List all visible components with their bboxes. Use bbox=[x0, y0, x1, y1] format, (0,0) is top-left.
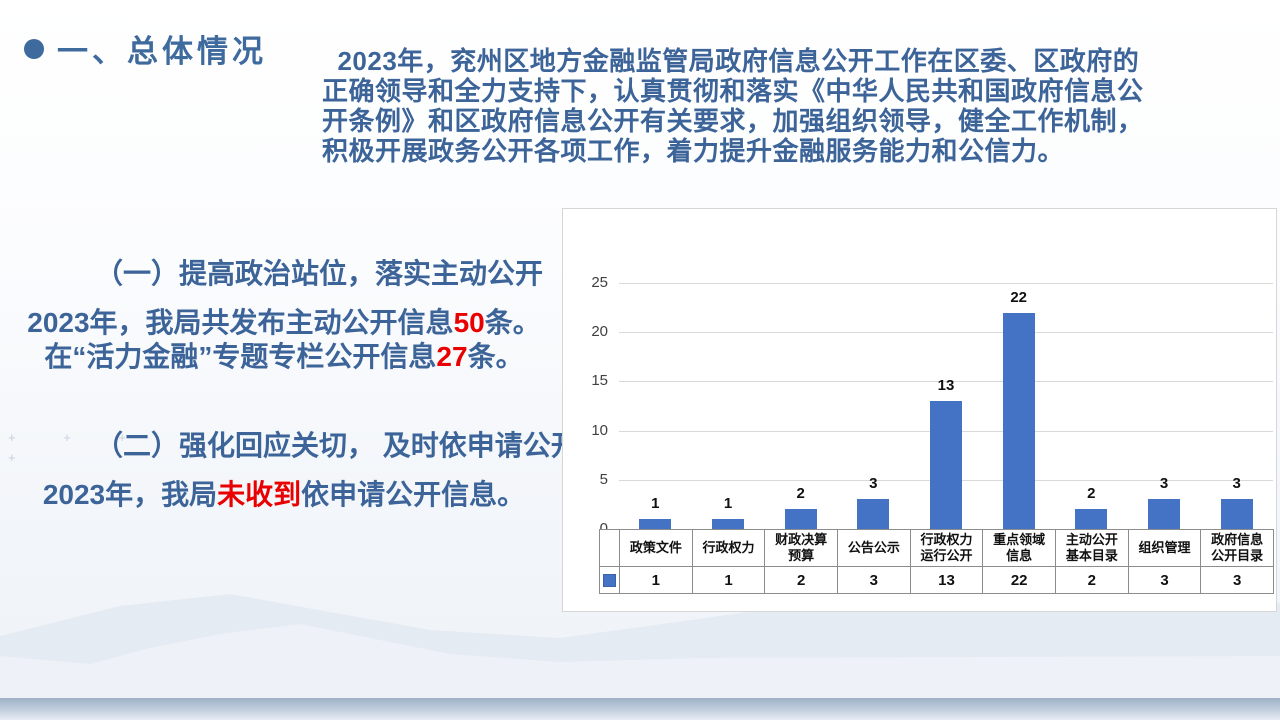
section2-line-suffix: 依申请公开信息。 bbox=[301, 479, 526, 510]
section2-line-highlight: 未收到 bbox=[217, 479, 302, 510]
y-axis-tick-label: 15 bbox=[591, 372, 608, 390]
table-category-cell: 行政权力 运行公开 bbox=[910, 530, 984, 567]
section2-body: 2023年，我局未收到依申请公开信息。 bbox=[0, 478, 568, 512]
table-category-cell: 重点领域 信息 bbox=[983, 530, 1056, 567]
page-title: 一、总体情况 bbox=[57, 34, 267, 69]
chart-bar bbox=[639, 519, 672, 529]
table-value-cell: 2 bbox=[1055, 567, 1129, 594]
chart-bar bbox=[930, 401, 962, 529]
chart-bar bbox=[857, 499, 890, 529]
sparkle-decoration: + + + + bbox=[8, 430, 148, 465]
bar-value-label: 3 bbox=[1232, 475, 1241, 493]
chart-bar bbox=[784, 509, 817, 529]
bar-value-label: 1 bbox=[651, 495, 660, 513]
chart-bar bbox=[1002, 312, 1035, 529]
section2-heading: （二）强化回应关切， 及时依申请公开 bbox=[95, 430, 579, 461]
section1-line1-text: 2023年，我局共发布主动公开信息 bbox=[27, 307, 454, 338]
bullet-icon bbox=[24, 38, 44, 59]
bar-chart-panel: 051015202511231322233政策文件行政权力财政决算 预算公告公示… bbox=[562, 208, 1277, 612]
chart-bar bbox=[1220, 499, 1253, 529]
chart-gridline bbox=[619, 283, 1273, 284]
chart-bar bbox=[1148, 499, 1180, 529]
chart-gridline bbox=[619, 332, 1273, 334]
table-category-cell: 政策文件 bbox=[620, 530, 693, 567]
table-value-cell: 1 bbox=[692, 567, 766, 594]
table-value-cell: 3 bbox=[837, 567, 911, 594]
section1-line2-highlight: 27 bbox=[436, 341, 468, 372]
section2-line-text: 2023年，我局 bbox=[42, 479, 218, 510]
bar-value-label: 3 bbox=[869, 475, 878, 493]
bar-value-label: 1 bbox=[723, 495, 733, 513]
chart-bar bbox=[1075, 509, 1108, 529]
table-value-cell: 3 bbox=[1128, 567, 1202, 594]
table-value-cell: 13 bbox=[910, 567, 984, 594]
bottom-accent-band bbox=[0, 698, 1280, 720]
legend-header-cell bbox=[600, 530, 620, 567]
bar-value-label: 2 bbox=[796, 485, 805, 503]
section1-line2-text: 在“活力金融”专题专栏公开信息 bbox=[44, 341, 437, 372]
chart-data-table: 政策文件 行政权力 财政决算 预算 公告公示 行政权力 运行公开 重点领域 信息 主动公开 … bbox=[599, 529, 1274, 594]
table-category-cell: 公告公示 bbox=[837, 530, 911, 567]
intro-paragraph: 2023年，兖州区地方金融监管局政府信息公开工作在区委、区政府的 正确领导和全力… bbox=[322, 46, 1144, 166]
y-axis-tick-label: 25 bbox=[591, 274, 608, 291]
y-axis-tick-label: 5 bbox=[599, 470, 608, 488]
section1-heading: （一）提高政治站位，落实主动公开 bbox=[95, 258, 544, 289]
table-value-cell: 1 bbox=[620, 567, 693, 594]
table-category-cell: 行政权力 bbox=[692, 530, 766, 567]
table-value-cell: 22 bbox=[983, 567, 1056, 594]
section1-body: 2023年，我局共发布主动公开信息50条。 在“活力金融”专题专栏公开信息27条… bbox=[0, 306, 568, 374]
table-category-cell: 政府信息 公开目录 bbox=[1201, 530, 1274, 567]
y-axis-tick-label: 0 bbox=[568, 520, 608, 537]
section1-line1-highlight: 50 bbox=[453, 307, 485, 338]
y-axis-tick-label: 10 bbox=[591, 421, 608, 439]
bar-value-label: 22 bbox=[1010, 288, 1027, 306]
table-value-cell: 2 bbox=[765, 567, 838, 594]
bar-value-label: 3 bbox=[1159, 475, 1169, 493]
table-category-cell: 组织管理 bbox=[1128, 530, 1202, 567]
series-legend-swatch-icon bbox=[603, 573, 616, 587]
table-category-cell: 财政决算 预算 bbox=[765, 530, 838, 567]
bar-value-label: 2 bbox=[1087, 485, 1096, 503]
chart-bar bbox=[712, 519, 744, 529]
chart-gridline bbox=[619, 381, 1273, 383]
title-row: 一、总体情况 bbox=[24, 26, 267, 71]
section1-line1-suffix: 条。 bbox=[484, 307, 541, 338]
y-axis-tick-label: 20 bbox=[591, 323, 608, 341]
table-value-cell: 3 bbox=[1201, 567, 1274, 594]
bar-value-label: 13 bbox=[937, 377, 955, 395]
section1-line2-suffix: 条。 bbox=[467, 341, 524, 372]
legend-key-cell bbox=[600, 567, 620, 594]
table-category-cell: 主动公开 基本目录 bbox=[1055, 530, 1129, 567]
